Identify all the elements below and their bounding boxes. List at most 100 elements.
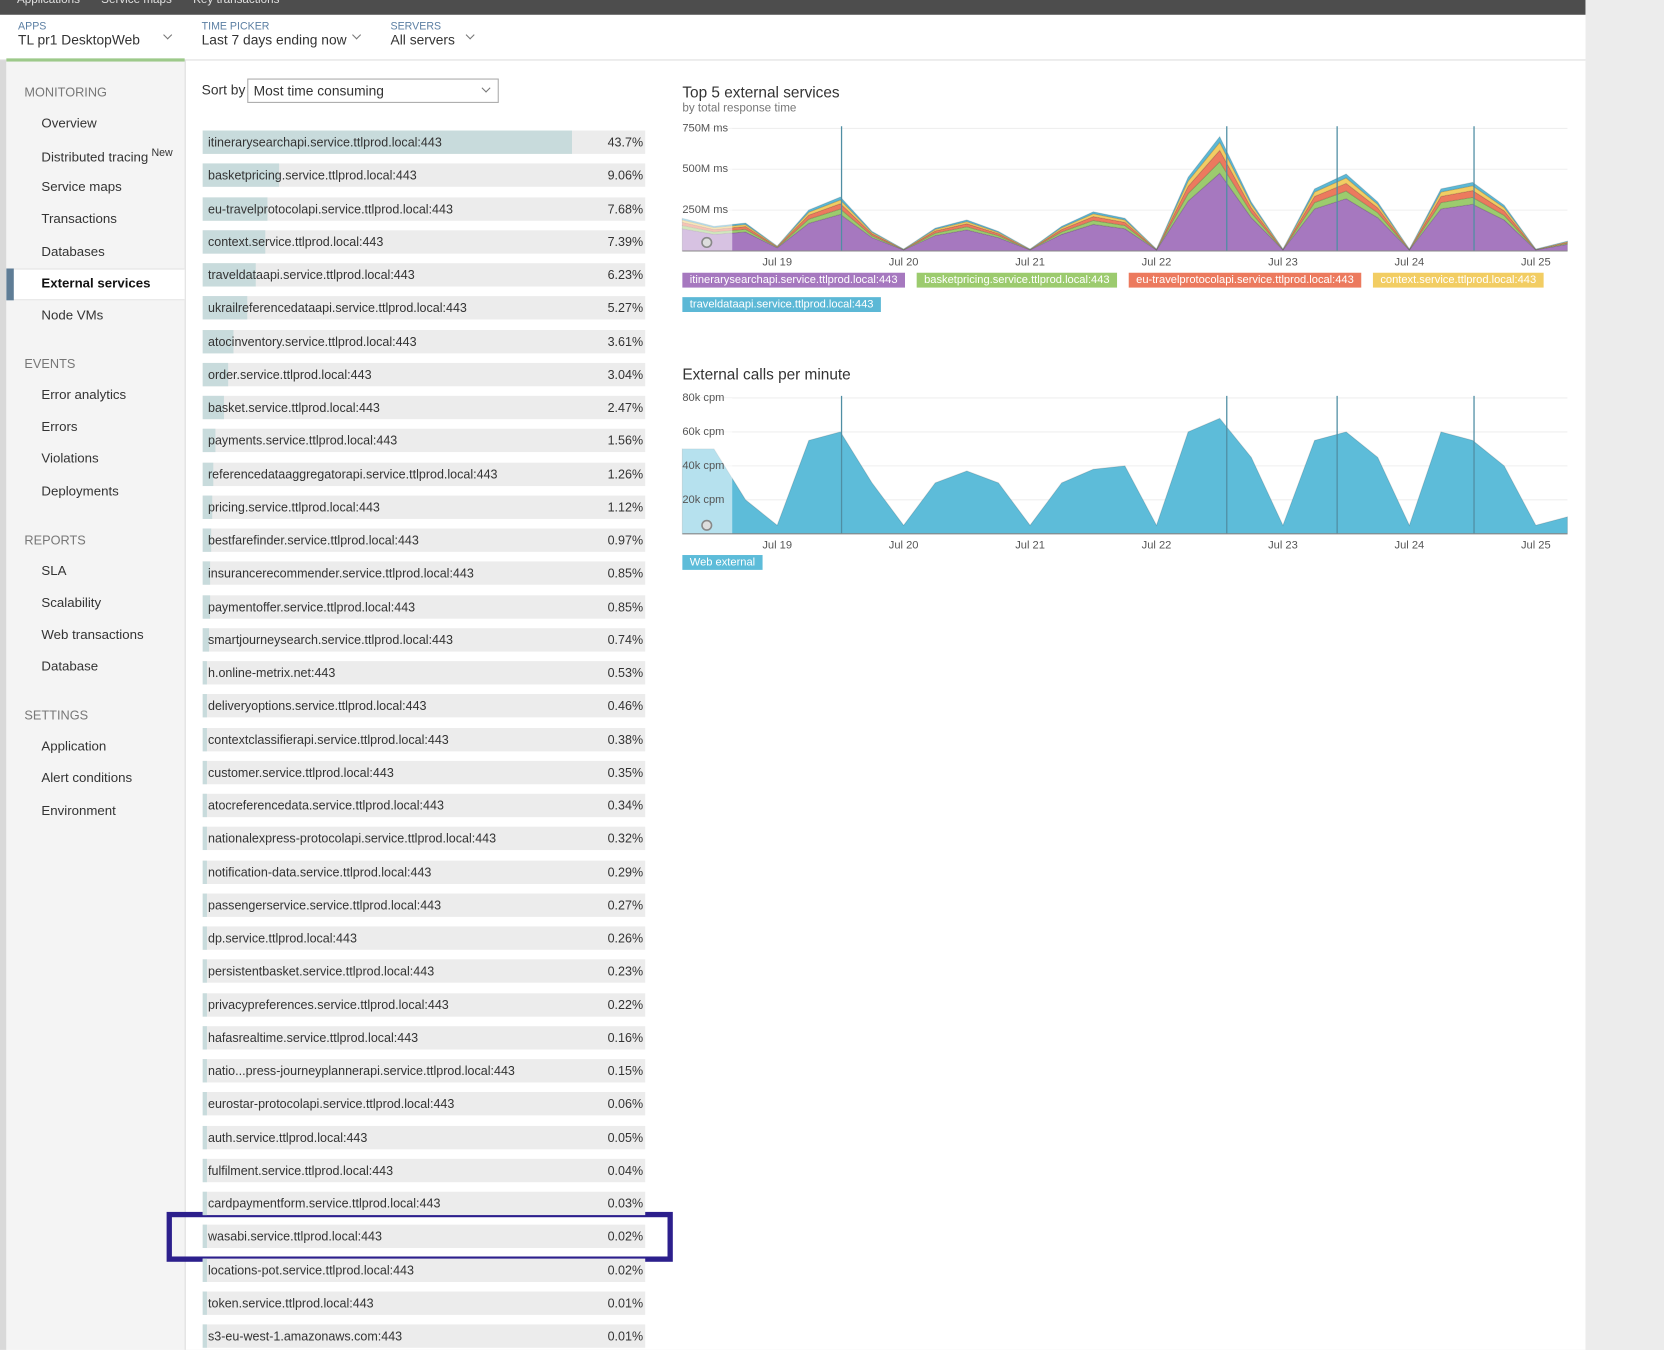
- service-row[interactable]: notification-data.service.ttlprod.local:…: [202, 860, 646, 884]
- service-name[interactable]: contextclassifierapi.service.ttlprod.loc…: [207, 731, 449, 747]
- service-name[interactable]: persistentbasket.service.ttlprod.local:4…: [207, 963, 435, 979]
- service-row[interactable]: fulfilment.service.ttlprod.local:443 0.04…: [202, 1158, 646, 1182]
- service-name[interactable]: traveldataapi.service.ttlprod.local:443: [207, 267, 415, 283]
- sidebar-item[interactable]: Overview: [41, 115, 97, 131]
- service-row[interactable]: auth.service.ttlprod.local:443 0.05%: [202, 1125, 646, 1149]
- service-name[interactable]: atocinventory.service.ttlprod.local:443: [207, 333, 417, 349]
- nav-item[interactable]: Applications: [16, 0, 80, 7]
- sidebar-item[interactable]: Database: [41, 659, 99, 674]
- service-row[interactable]: passengerservice.service.ttlprod.local:4…: [202, 893, 646, 917]
- service-name[interactable]: passengerservice.service.ttlprod.local:4…: [207, 897, 442, 913]
- service-name[interactable]: natio...press-journeyplannerapi.service.…: [207, 1063, 515, 1079]
- nav-item[interactable]: Key transactions: [193, 0, 280, 7]
- service-name[interactable]: context.service.ttlprod.local:443: [207, 234, 384, 250]
- service-row[interactable]: dp.service.ttlprod.local:443 0.26%: [202, 926, 646, 950]
- service-row[interactable]: atocreferencedata.service.ttlprod.local:…: [202, 793, 646, 818]
- service-name[interactable]: privacypreferences.service.ttlprod.local…: [207, 997, 449, 1012]
- nav-item[interactable]: Service maps: [101, 0, 172, 7]
- service-name[interactable]: token.service.ttlprod.local:443: [207, 1295, 374, 1311]
- sidebar-item[interactable]: Errors: [41, 419, 78, 435]
- service-row[interactable]: wasabi.service.ttlprod.local:443 0.02%: [202, 1224, 646, 1249]
- sidebar-item[interactable]: Web transactions: [41, 627, 144, 642]
- service-name[interactable]: pricing.service.ttlprod.local:443: [207, 499, 380, 515]
- service-row[interactable]: privacypreferences.service.ttlprod.local…: [202, 992, 646, 1017]
- sidebar-item[interactable]: Application: [41, 738, 107, 754]
- service-row[interactable]: h.online-metrix.net:443 0.53%: [202, 661, 646, 685]
- sidebar-item[interactable]: Distributed tracing New: [41, 147, 173, 165]
- service-name[interactable]: itinerarysearchapi.service.ttlprod.local…: [207, 134, 442, 150]
- service-row[interactable]: smartjourneysearch.service.ttlprod.local…: [202, 627, 646, 652]
- service-row[interactable]: order.service.ttlprod.local:443 3.04%: [202, 362, 646, 387]
- service-name[interactable]: eu-travelprotocolapi.service.ttlprod.loc…: [207, 201, 453, 216]
- service-row[interactable]: hafasrealtime.service.ttlprod.local:443 0…: [202, 1025, 646, 1050]
- service-name[interactable]: s3-eu-west-1.amazonaws.com:443: [207, 1328, 403, 1344]
- service-name[interactable]: payments.service.ttlprod.local:443: [207, 433, 398, 449]
- service-row[interactable]: s3-eu-west-1.amazonaws.com:443 0.01%: [202, 1324, 646, 1348]
- service-name[interactable]: eurostar-protocolapi.service.ttlprod.loc…: [207, 1096, 455, 1112]
- service-row[interactable]: contextclassifierapi.service.ttlprod.loc…: [202, 727, 646, 751]
- service-row[interactable]: atocinventory.service.ttlprod.local:443 3…: [202, 329, 646, 353]
- service-name[interactable]: fulfilment.service.ttlprod.local:443: [207, 1162, 394, 1178]
- service-row[interactable]: basketpricing.service.ttlprod.local:443 9…: [202, 163, 646, 188]
- sidebar-item[interactable]: Alert conditions: [41, 770, 133, 786]
- service-row[interactable]: locations-pot.service.ttlprod.local:443 0…: [202, 1258, 646, 1282]
- sidebar-item[interactable]: Databases: [41, 243, 105, 259]
- service-row[interactable]: natio...press-journeyplannerapi.service.…: [202, 1059, 646, 1083]
- sort-select[interactable]: Most time consuming: [247, 78, 499, 103]
- service-row[interactable]: bestfarefinder.service.ttlprod.local:443…: [202, 528, 646, 552]
- service-row[interactable]: referencedataaggregatorapi.service.ttlpr…: [202, 462, 646, 486]
- sidebar-item[interactable]: Scalability: [41, 595, 102, 610]
- service-row[interactable]: insurancerecommender.service.ttlprod.loc…: [202, 561, 646, 585]
- sidebar-item[interactable]: Node VMs: [41, 307, 104, 323]
- service-name[interactable]: h.online-metrix.net:443: [207, 665, 336, 681]
- picker-value[interactable]: TL pr1 DesktopWeb: [18, 31, 140, 48]
- service-row[interactable]: token.service.ttlprod.local:443 0.01%: [202, 1291, 646, 1315]
- service-name[interactable]: paymentoffer.service.ttlprod.local:443: [207, 599, 416, 614]
- sidebar-item[interactable]: SLA: [41, 563, 67, 578]
- service-name[interactable]: atocreferencedata.service.ttlprod.local:…: [207, 798, 444, 813]
- picker-value[interactable]: Last 7 days ending now: [201, 31, 347, 48]
- service-share: 5.27%: [607, 300, 644, 316]
- service-row[interactable]: payments.service.ttlprod.local:443 1.56%: [202, 428, 646, 453]
- sidebar-item[interactable]: Error analytics: [41, 387, 127, 403]
- service-row[interactable]: nationalexpress-protocolapi.service.ttlp…: [202, 826, 646, 851]
- service-name[interactable]: ukrailreferencedataapi.service.ttlprod.l…: [207, 300, 467, 316]
- service-row[interactable]: itinerarysearchapi.service.ttlprod.local…: [202, 130, 646, 154]
- service-row[interactable]: eurostar-protocolapi.service.ttlprod.loc…: [202, 1092, 646, 1116]
- service-row[interactable]: customer.service.ttlprod.local:443 0.35%: [202, 760, 646, 784]
- service-row[interactable]: context.service.ttlprod.local:443 7.39%: [202, 230, 646, 254]
- service-name[interactable]: auth.service.ttlprod.local:443: [207, 1129, 368, 1145]
- service-row[interactable]: persistentbasket.service.ttlprod.local:4…: [202, 959, 646, 983]
- service-row[interactable]: basket.service.ttlprod.local:443 2.47%: [202, 395, 646, 420]
- sidebar-item[interactable]: Environment: [41, 802, 116, 818]
- service-row[interactable]: paymentoffer.service.ttlprod.local:443 0.…: [202, 594, 646, 619]
- service-name[interactable]: nationalexpress-protocolapi.service.ttlp…: [207, 831, 497, 847]
- sidebar-item[interactable]: Deployments: [41, 483, 119, 499]
- service-row[interactable]: deliveryoptions.service.ttlprod.local:44…: [202, 694, 646, 718]
- service-name[interactable]: insurancerecommender.service.ttlprod.loc…: [207, 565, 474, 581]
- service-name[interactable]: cardpaymentform.service.ttlprod.local:44…: [207, 1195, 441, 1211]
- service-row[interactable]: eu-travelprotocolapi.service.ttlprod.loc…: [202, 196, 646, 221]
- service-row[interactable]: ukrailreferencedataapi.service.ttlprod.l…: [202, 296, 646, 320]
- service-name[interactable]: dp.service.ttlprod.local:443: [207, 930, 357, 946]
- sidebar-item[interactable]: Violations: [41, 451, 99, 467]
- sidebar-item[interactable]: Service maps: [41, 179, 122, 195]
- service-name[interactable]: wasabi.service.ttlprod.local:443: [207, 1229, 382, 1245]
- picker-value[interactable]: All servers: [390, 31, 455, 48]
- service-name[interactable]: bestfarefinder.service.ttlprod.local:443: [207, 532, 419, 548]
- service-name[interactable]: referencedataaggregatorapi.service.ttlpr…: [207, 466, 498, 482]
- service-name[interactable]: locations-pot.service.ttlprod.local:443: [207, 1262, 414, 1278]
- service-name[interactable]: smartjourneysearch.service.ttlprod.local…: [207, 632, 453, 648]
- service-name[interactable]: basketpricing.service.ttlprod.local:443: [207, 167, 417, 183]
- sidebar-item[interactable]: Transactions: [41, 211, 117, 227]
- service-name[interactable]: notification-data.service.ttlprod.local:…: [207, 864, 432, 880]
- sidebar-item[interactable]: External services: [41, 275, 151, 291]
- service-row[interactable]: pricing.service.ttlprod.local:443 1.12%: [202, 495, 646, 519]
- service-name[interactable]: customer.service.ttlprod.local:443: [207, 764, 394, 780]
- service-name[interactable]: basket.service.ttlprod.local:443: [207, 400, 380, 415]
- service-row[interactable]: traveldataapi.service.ttlprod.local:443 6…: [202, 263, 646, 287]
- service-row[interactable]: cardpaymentform.service.ttlprod.local:44…: [202, 1191, 646, 1216]
- service-name[interactable]: hafasrealtime.service.ttlprod.local:443: [207, 1030, 419, 1046]
- service-name[interactable]: order.service.ttlprod.local:443: [207, 366, 372, 382]
- service-name[interactable]: deliveryoptions.service.ttlprod.local:44…: [207, 698, 427, 714]
